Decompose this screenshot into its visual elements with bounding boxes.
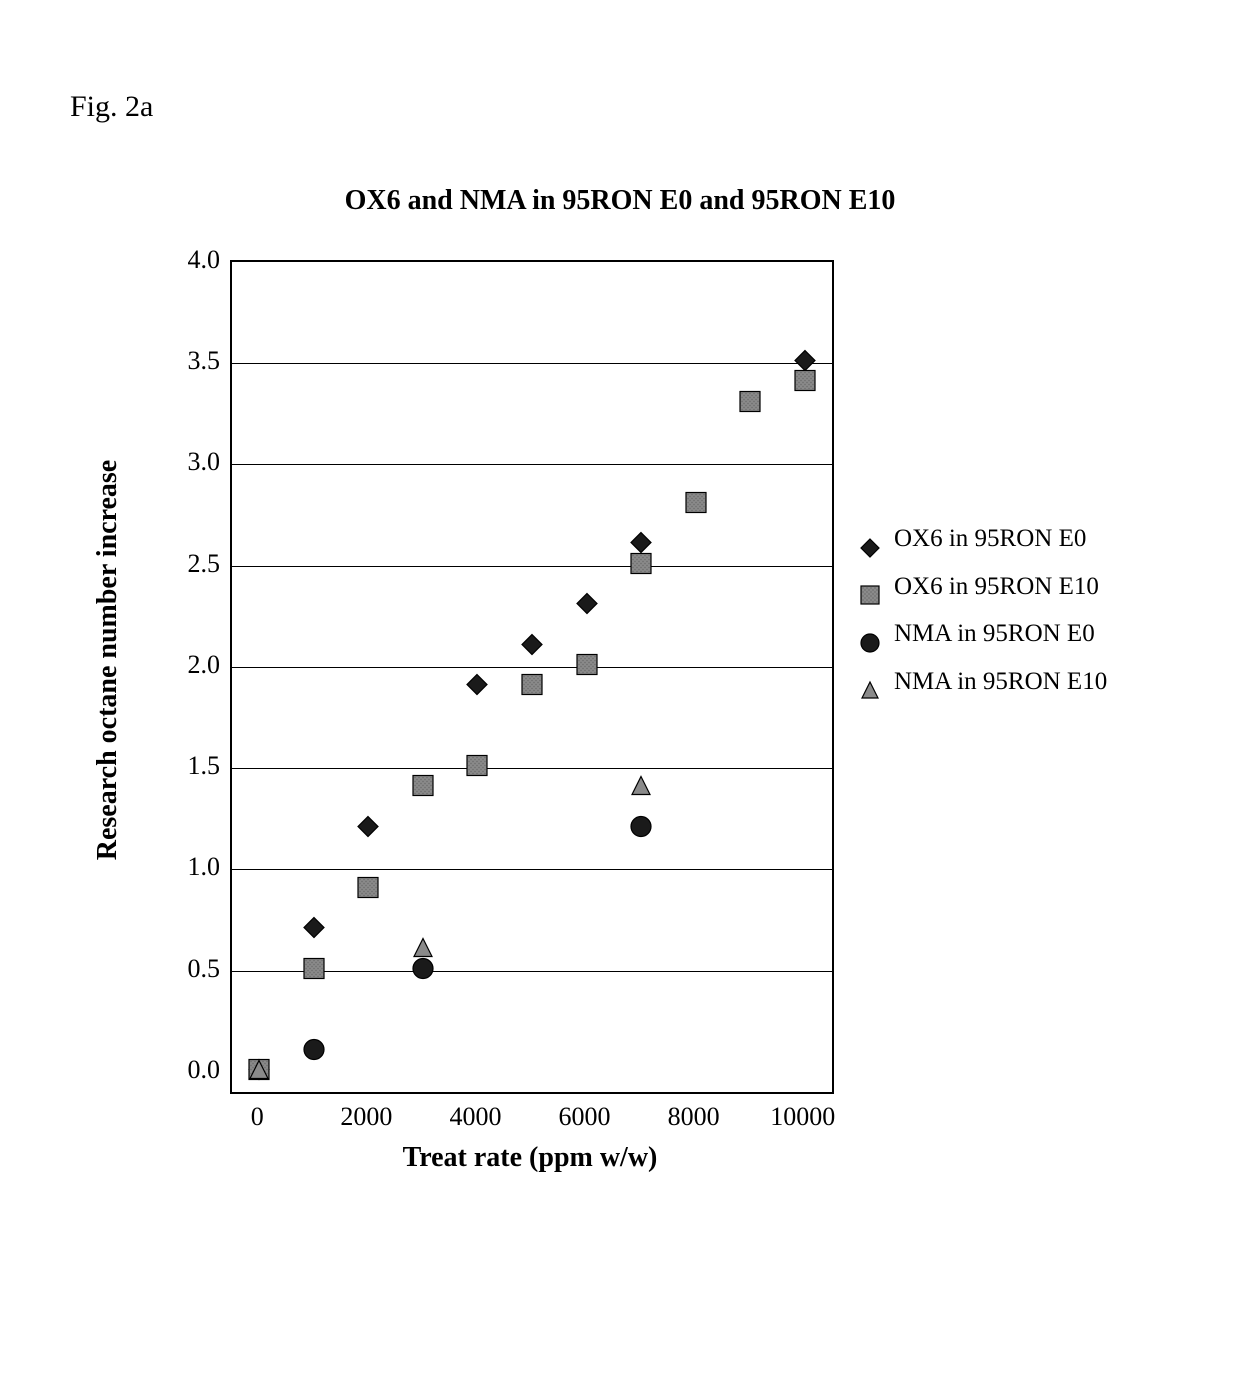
data-point — [248, 1058, 270, 1085]
circle-icon — [860, 622, 884, 646]
data-point — [357, 876, 379, 903]
data-point — [412, 775, 434, 802]
legend-item: OX6 in 95RON E0 — [860, 515, 1107, 563]
legend-item: OX6 in 95RON E10 — [860, 563, 1107, 611]
x-tick-label: 4000 — [449, 1102, 501, 1132]
scatter-chart: Research octane number increase — [100, 240, 1160, 1220]
data-point — [521, 674, 543, 701]
data-point — [685, 491, 707, 518]
y-tick-label: 3.5 — [160, 346, 220, 376]
legend: OX6 in 95RON E0 OX6 in 95RON E10NMA in 9… — [860, 515, 1107, 705]
gridline — [232, 869, 832, 870]
y-tick-label: 0.0 — [160, 1055, 220, 1085]
square-hatched-icon — [860, 574, 884, 598]
gridline — [232, 464, 832, 465]
x-axis-label: Treat rate (ppm w/w) — [230, 1142, 830, 1174]
legend-label: OX6 in 95RON E0 — [894, 515, 1086, 563]
legend-label: OX6 in 95RON E10 — [894, 563, 1099, 611]
y-tick-label: 2.5 — [160, 549, 220, 579]
figure-page: Fig. 2a OX6 and NMA in 95RON E0 and 95RO… — [0, 0, 1240, 1377]
data-point — [576, 593, 598, 620]
x-tick-label: 2000 — [340, 1102, 392, 1132]
y-tick-label: 4.0 — [160, 245, 220, 275]
y-tick-label: 1.0 — [160, 852, 220, 882]
data-point — [630, 552, 652, 579]
data-point — [303, 957, 325, 984]
gridline — [232, 667, 832, 668]
y-tick-label: 0.5 — [160, 954, 220, 984]
legend-item: NMA in 95RON E0 — [860, 610, 1107, 658]
x-tick-label: 0 — [251, 1102, 264, 1132]
data-point — [630, 775, 652, 802]
x-tick-label: 10000 — [770, 1102, 835, 1132]
legend-label: NMA in 95RON E0 — [894, 610, 1095, 658]
triangle-icon — [860, 669, 884, 693]
legend-item: NMA in 95RON E10 — [860, 658, 1107, 706]
x-tick-label: 6000 — [559, 1102, 611, 1132]
data-point — [466, 674, 488, 701]
legend-label: NMA in 95RON E10 — [894, 658, 1107, 706]
gridline — [232, 768, 832, 769]
data-point — [303, 1038, 325, 1065]
data-point — [630, 815, 652, 842]
x-tick-label: 8000 — [668, 1102, 720, 1132]
chart-title: OX6 and NMA in 95RON E0 and 95RON E10 — [0, 185, 1240, 217]
y-tick-label: 2.0 — [160, 650, 220, 680]
figure-label: Fig. 2a — [70, 90, 153, 124]
data-point — [357, 815, 379, 842]
data-point — [739, 390, 761, 417]
data-point — [576, 653, 598, 680]
y-tick-label: 3.0 — [160, 447, 220, 477]
y-axis-label: Research octane number increase — [92, 460, 124, 861]
data-point — [466, 755, 488, 782]
gridline — [232, 566, 832, 567]
y-tick-label: 1.5 — [160, 751, 220, 781]
data-point — [303, 917, 325, 944]
data-point — [521, 633, 543, 660]
diamond-icon — [860, 527, 884, 551]
plot-area — [230, 260, 834, 1094]
data-point — [794, 370, 816, 397]
data-point — [412, 937, 434, 964]
gridline — [232, 363, 832, 364]
